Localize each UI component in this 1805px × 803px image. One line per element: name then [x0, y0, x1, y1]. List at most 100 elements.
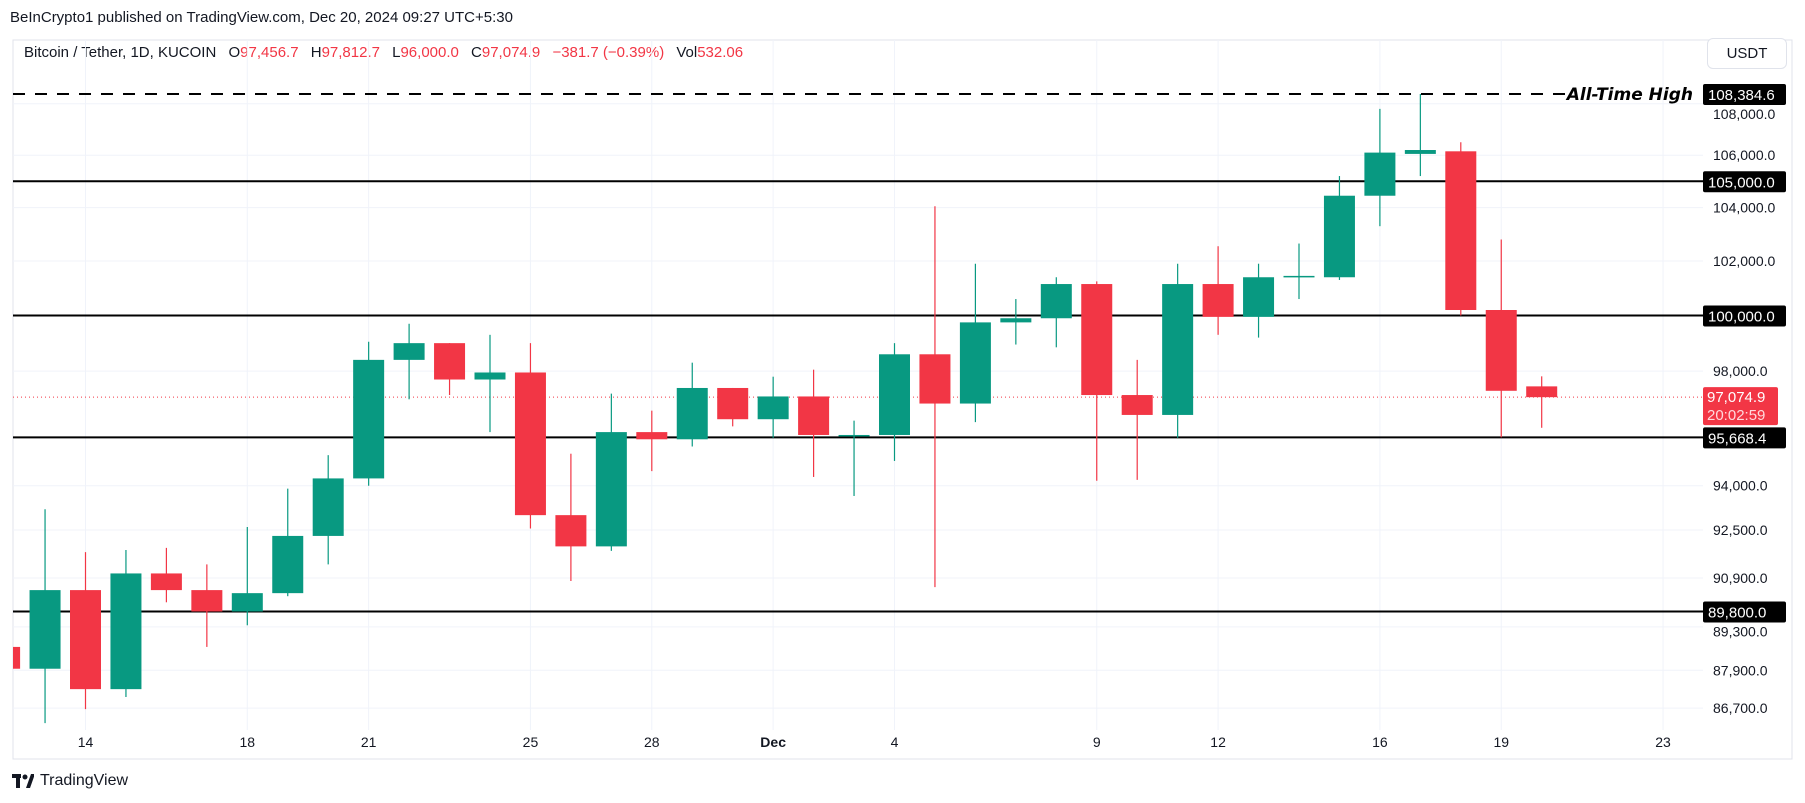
level-label: 108,384.6: [1708, 87, 1775, 104]
volume-value: Vol532.06: [676, 44, 743, 61]
candle-body: [272, 535, 304, 594]
last-price-label: 97,074.9: [1707, 389, 1765, 406]
tradingview-logo[interactable]: TradingView: [12, 772, 128, 790]
candle-body: [70, 590, 101, 690]
candles: [13, 94, 1558, 724]
candle-dec-11: [1162, 263, 1194, 438]
candle-body: [555, 515, 587, 547]
level-label: 89,800.0: [1708, 604, 1766, 621]
candle-nov-12: [13, 646, 21, 669]
level-label: 105,000.0: [1708, 174, 1775, 191]
candle-body: [595, 432, 627, 547]
candle-body: [959, 322, 991, 404]
candle-nov-27: [595, 393, 627, 551]
candle-dec-1: [757, 376, 789, 438]
price-tick-label: 98,000.0: [1713, 363, 1768, 379]
close-label: C: [471, 44, 482, 61]
level-labels: 108,384.6 105,000.0 100,000.0 95,668.4 89,80…: [1703, 84, 1786, 623]
candle-body: [1243, 277, 1275, 317]
price-tick-label: 86,700.0: [1713, 700, 1768, 716]
candle-body: [1323, 195, 1355, 278]
open-label: O: [228, 44, 241, 61]
price-tick-label: 102,000.0: [1713, 253, 1775, 269]
candle-dec-15: [1323, 176, 1355, 280]
candle-body: [514, 372, 546, 516]
candle-body: [474, 372, 506, 380]
time-axis[interactable]: 14 18 21 25 28 Dec 4 9 12 16 19 23: [78, 734, 1671, 750]
price-axis[interactable]: 106,000.0 104,000.0 102,000.0 98,000.0 94,00…: [1713, 106, 1775, 716]
date-tick-label: 25: [523, 734, 539, 750]
candle-nov-13: [29, 509, 61, 724]
candle-body: [231, 593, 263, 612]
candle-dec-5: [919, 206, 951, 588]
date-tick-label: Dec: [760, 734, 786, 750]
level-label: 100,000.0: [1708, 308, 1775, 325]
candle-dec-17: [1404, 94, 1436, 177]
candle-nov-23: [434, 343, 466, 396]
level-label-box: [1703, 427, 1786, 449]
level-label: 95,668.4: [1708, 430, 1766, 447]
candle-dec-18: [1445, 142, 1477, 316]
open-value: O97,456.7: [228, 44, 298, 61]
date-tick-label: 23: [1655, 734, 1671, 750]
candle-dec-9: [1081, 281, 1113, 481]
candle-body: [191, 590, 223, 612]
currency-button[interactable]: USDT: [1707, 38, 1787, 69]
high-value: H97,812.7: [311, 44, 380, 61]
date-tick-label: 21: [361, 734, 377, 750]
candle-nov-19: [272, 488, 304, 597]
candle-nov-17: [191, 564, 223, 647]
candle-dec-4: [879, 343, 910, 461]
candle-body: [1000, 318, 1032, 323]
last-price-box: [1703, 387, 1778, 426]
candle-body: [717, 387, 749, 420]
candle-body: [798, 396, 830, 435]
candle-nov-18: [231, 526, 263, 626]
chart-frame: [12, 39, 1793, 760]
candle-dec-10: [1121, 359, 1153, 480]
candle-body: [1283, 275, 1315, 278]
candle-body: [312, 478, 344, 536]
high-number: 97,812.7: [321, 44, 380, 61]
tradingview-brand: TradingView: [40, 772, 129, 789]
publisher-caption: BeInCrypto1 published on TradingView.com…: [10, 9, 513, 26]
candle-dec-6: [959, 263, 991, 423]
candle-nov-14: [70, 552, 101, 710]
candle-body: [29, 590, 61, 669]
candle-nov-26: [555, 453, 587, 582]
date-tick-label: 4: [891, 734, 899, 750]
low-number: 96,000.0: [400, 44, 459, 61]
candle-nov-24: [474, 334, 506, 433]
price-tick-label: 106,000.0: [1713, 147, 1775, 163]
close-number: 97,074.9: [481, 44, 541, 61]
candle-dec-13: [1243, 263, 1275, 338]
candle-body: [13, 646, 21, 669]
candle-dec-3: [838, 420, 870, 496]
candle-body: [1162, 284, 1194, 415]
price-tick-label: 94,000.0: [1713, 478, 1768, 494]
date-tick-label: 18: [240, 734, 256, 750]
level-label-box: [1703, 171, 1786, 193]
price-tick-label: 90,900.0: [1713, 570, 1768, 586]
candle-dec-14: [1283, 243, 1315, 300]
candle-body: [353, 359, 385, 479]
grid-lines: [13, 40, 1703, 730]
candle-body: [1121, 395, 1153, 415]
candle-body: [1364, 152, 1396, 196]
low-value: L96,000.0: [392, 44, 459, 61]
candle-dec-12: [1202, 246, 1234, 335]
candle-nov-25: [514, 343, 546, 529]
symbol-name[interactable]: Bitcoin / Tether, 1D, KUCOIN: [24, 44, 217, 61]
candle-body: [676, 387, 708, 440]
price-tick-label: 89,300.0: [1713, 623, 1768, 639]
volume-label: Vol: [676, 44, 698, 61]
candle-body: [1485, 310, 1517, 391]
candle-body: [1081, 284, 1113, 396]
date-tick-label: 9: [1093, 734, 1101, 750]
price-tick-label: 108,000.0: [1713, 106, 1775, 122]
low-label: L: [392, 44, 401, 61]
level-label-box: [1703, 601, 1786, 623]
candle-body: [879, 354, 910, 435]
date-tick-label: 12: [1210, 734, 1226, 750]
